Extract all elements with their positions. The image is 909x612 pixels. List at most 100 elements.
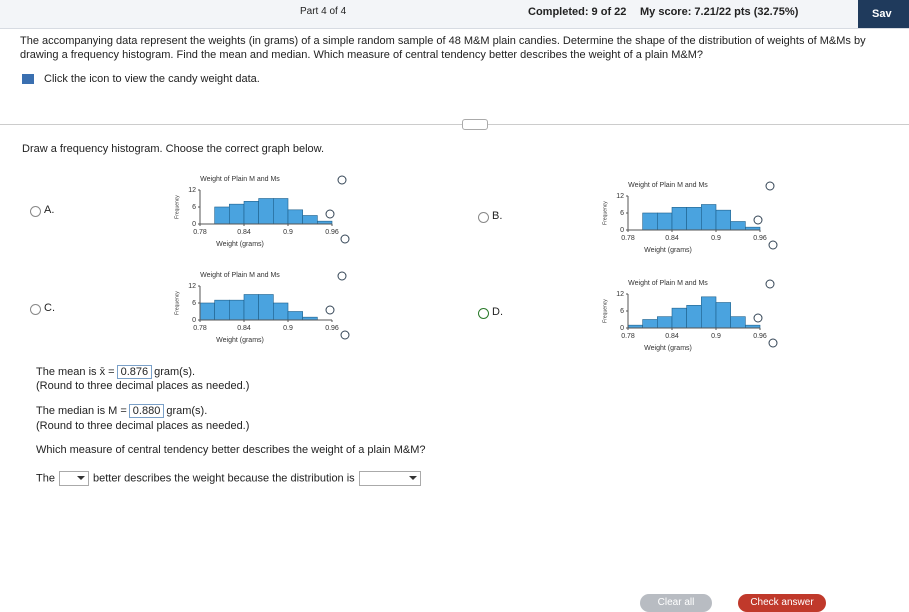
bar bbox=[243, 201, 259, 225]
zoom-icon[interactable] bbox=[337, 175, 347, 185]
median-note: (Round to three decimal places as needed… bbox=[36, 420, 250, 432]
mean-value[interactable]: 0.876 bbox=[116, 365, 153, 379]
x-tick-label: 0.84 bbox=[665, 333, 679, 340]
expand-button[interactable] bbox=[462, 119, 488, 130]
x-tick-label: 0.78 bbox=[193, 229, 207, 236]
bar bbox=[686, 305, 702, 329]
bar bbox=[686, 207, 702, 231]
y-axis-label: Frequency bbox=[174, 195, 180, 219]
median-line: The median is M = 0.880 gram(s). bbox=[36, 404, 207, 418]
bar bbox=[730, 316, 746, 329]
median-value[interactable]: 0.880 bbox=[128, 404, 165, 418]
radio-button[interactable] bbox=[30, 206, 41, 217]
bar bbox=[657, 316, 673, 329]
x-tick-label: 0.96 bbox=[753, 235, 767, 242]
chart-title: Weight of Plain M and Ms bbox=[628, 280, 708, 287]
mean-unit: gram(s). bbox=[154, 366, 196, 378]
bar bbox=[302, 215, 318, 225]
zoom-icon[interactable] bbox=[340, 330, 350, 340]
x-axis-label: Weight (grams) bbox=[644, 345, 692, 352]
y-axis-label: Frequency bbox=[602, 201, 608, 225]
data-link[interactable]: Click the icon to view the candy weight … bbox=[44, 73, 260, 85]
y-tick-label: 0 bbox=[192, 221, 196, 228]
clear-button[interactable]: Clear all bbox=[640, 594, 712, 612]
option-label: C. bbox=[44, 302, 55, 314]
histogram: Weight of Plain M and Ms Frequency Weight … bbox=[602, 181, 778, 254]
x-tick-label: 0.78 bbox=[621, 333, 635, 340]
bar bbox=[258, 294, 274, 321]
radio-button[interactable] bbox=[478, 212, 489, 223]
x-tick-label: 0.96 bbox=[753, 333, 767, 340]
x-tick-label: 0.96 bbox=[325, 229, 339, 236]
y-tick-label: 12 bbox=[616, 193, 624, 200]
chart-title: Weight of Plain M and Ms bbox=[200, 272, 280, 279]
bar bbox=[701, 296, 717, 329]
header: Part 4 of 4 Completed: 9 of 22 My score:… bbox=[0, 0, 909, 29]
option-label: D. bbox=[492, 306, 503, 318]
bar bbox=[715, 209, 731, 231]
bar bbox=[229, 203, 245, 225]
zoom-icon[interactable] bbox=[753, 215, 763, 225]
y-tick-label: 6 bbox=[192, 204, 196, 211]
zoom-icon[interactable] bbox=[753, 313, 763, 323]
zoom-icon[interactable] bbox=[768, 240, 778, 250]
x-axis-label: Weight (grams) bbox=[644, 247, 692, 254]
radio-button[interactable] bbox=[30, 304, 41, 315]
measure-dropdown[interactable] bbox=[58, 471, 89, 486]
x-tick-label: 0.78 bbox=[621, 235, 635, 242]
x-axis-label: Weight (grams) bbox=[216, 337, 264, 344]
y-tick-label: 12 bbox=[188, 283, 196, 290]
question-text: The accompanying data represent the weig… bbox=[20, 35, 866, 61]
bar bbox=[730, 221, 746, 231]
bar bbox=[287, 209, 303, 225]
y-tick-label: 12 bbox=[188, 187, 196, 194]
zoom-icon[interactable] bbox=[765, 279, 775, 289]
bar bbox=[243, 294, 259, 321]
x-axis-label: Weight (grams) bbox=[216, 241, 264, 248]
instruction: Draw a frequency histogram. Choose the c… bbox=[22, 143, 325, 155]
save-button[interactable]: Sav bbox=[858, 0, 909, 28]
answer-start: The bbox=[36, 472, 55, 485]
bar bbox=[273, 302, 289, 321]
bar bbox=[701, 204, 717, 231]
y-axis-label: Frequency bbox=[602, 299, 608, 323]
x-tick-label: 0.84 bbox=[237, 229, 251, 236]
x-tick-label: 0.9 bbox=[711, 235, 721, 242]
x-tick-label: 0.78 bbox=[193, 325, 207, 332]
divider bbox=[0, 124, 909, 125]
mean-line: The mean is x̄ = 0.876 gram(s). bbox=[36, 365, 195, 379]
bar bbox=[671, 307, 687, 329]
zoom-icon[interactable] bbox=[325, 209, 335, 219]
mean-prefix: The mean is x̄ = bbox=[36, 366, 115, 378]
y-tick-label: 0 bbox=[620, 227, 624, 234]
zoom-icon[interactable] bbox=[768, 338, 778, 348]
data-icon[interactable] bbox=[22, 74, 34, 84]
y-tick-label: 12 bbox=[616, 291, 624, 298]
y-tick-label: 6 bbox=[620, 210, 624, 217]
y-tick-label: 0 bbox=[192, 317, 196, 324]
zoom-icon[interactable] bbox=[325, 305, 335, 315]
shape-dropdown[interactable] bbox=[358, 471, 421, 486]
chart-title: Weight of Plain M and Ms bbox=[628, 182, 708, 189]
part: Part 4 of 4 bbox=[300, 6, 347, 17]
bar bbox=[671, 207, 687, 231]
x-tick-label: 0.96 bbox=[325, 325, 339, 332]
score: My score: 7.21/22 pts (32.75%) bbox=[640, 6, 799, 18]
y-axis-label: Frequency bbox=[174, 291, 180, 315]
bar bbox=[199, 302, 215, 321]
median-unit: gram(s). bbox=[166, 405, 208, 417]
x-tick-label: 0.84 bbox=[237, 325, 251, 332]
zoom-icon[interactable] bbox=[337, 271, 347, 281]
bar bbox=[229, 299, 245, 321]
bar bbox=[258, 198, 274, 225]
x-tick-label: 0.9 bbox=[283, 229, 293, 236]
check-button[interactable]: Check answer bbox=[738, 594, 826, 612]
bar bbox=[657, 212, 673, 231]
zoom-icon[interactable] bbox=[340, 234, 350, 244]
bar bbox=[642, 212, 658, 231]
radio-button[interactable] bbox=[478, 308, 489, 319]
zoom-icon[interactable] bbox=[765, 181, 775, 191]
bar bbox=[214, 299, 230, 321]
histogram: Weight of Plain M and Ms Frequency Weight … bbox=[602, 279, 778, 352]
